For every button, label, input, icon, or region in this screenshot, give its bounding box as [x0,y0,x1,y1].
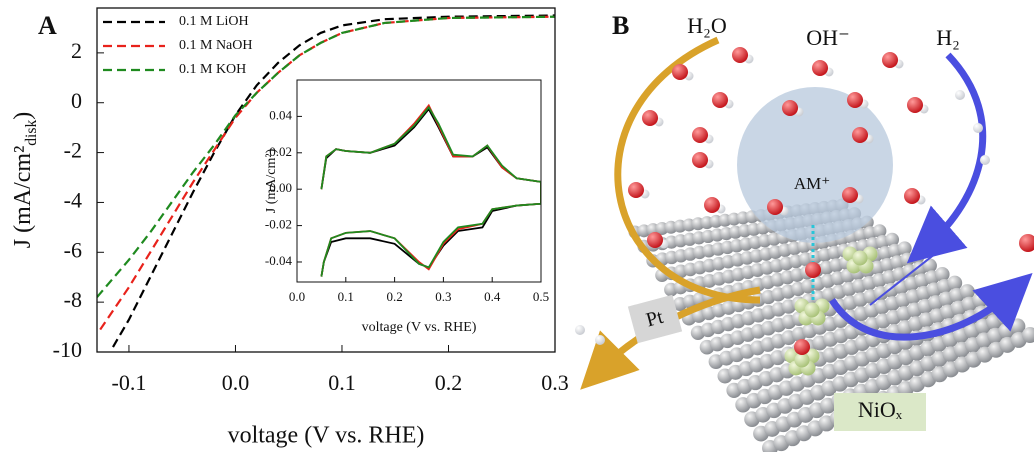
x-tick-label: 0.4 [484,289,501,304]
hydrogen [575,325,585,335]
metal-atom [959,284,975,300]
x-tick-label: 0.1 [338,289,354,304]
x-tick-label: 0.5 [533,289,549,304]
label-box [834,393,926,431]
x-axis-label: voltage (V vs. RHE) [228,423,425,449]
arrow [869,249,941,306]
plot-frame [296,79,542,283]
diagram: B Pt NiOₓ H₂O OH⁻ H₂ AM⁺ [575,11,1034,452]
oxygen [812,60,828,76]
pt-label: Pt [644,306,666,332]
arrow [906,52,987,264]
oxygen [712,92,728,108]
oxygen [904,188,920,204]
nio-atom [804,302,820,318]
oxygen [852,127,868,143]
oxygen [842,187,858,203]
y-axis-label-part: J (mA/cm² [10,146,36,249]
cation-sphere [737,87,893,243]
y-tick-label: 0.02 [269,144,292,159]
oxygen [782,100,798,116]
x-tick-label: 0.3 [435,289,451,304]
oxygen [767,199,783,215]
x-tick-label: 0.0 [222,370,250,395]
x-tick-label: 0.2 [386,289,402,304]
metal-atom [947,275,963,291]
metal-atom [872,224,887,238]
legend-label: 0.1 M KOH [179,62,246,77]
nio-atom [794,352,810,368]
x-tick-label: -0.1 [112,370,147,395]
chart: 0.0 0.1 0.2 0.3 0.4 0.5 0.04 0.02 0.00 -0.02 -0.04… [264,79,549,335]
h2o-label: H₂O [687,13,726,38]
oxygen [628,182,644,198]
inset-background [297,80,541,282]
oxygen [794,339,810,355]
legend-label: 0.1 M NaOH [179,38,253,53]
label-box [627,294,683,344]
oxygen [647,232,663,248]
oxygen [882,52,898,68]
y-tick-label: -4 [64,187,82,212]
hydrogen [980,155,990,165]
y-axis-label-part: disk [23,120,40,146]
am-label: AM⁺ [794,174,830,193]
hydrogen [955,90,965,100]
metal-atom [885,232,900,247]
series-line [112,14,555,348]
y-tick-label: -2 [64,138,82,163]
arrow [614,36,761,304]
nio-atom [852,250,868,266]
oxygen [642,110,658,126]
x-tick-label: 0.2 [435,370,463,395]
y-tick-label: 0.00 [269,180,292,195]
y-axis-label-part: J (mA/cm²) [264,148,279,213]
arrow [829,273,1033,341]
chart: -0.1 0.0 0.1 0.2 0.3 2 0 -2 -4 -6 -8 -10 voltage (V … [10,7,569,449]
legend-label: 0.1 M LiOH [179,14,249,29]
oh-label: OH⁻ [806,25,849,50]
oxygen [672,64,688,80]
oxygen [692,127,708,143]
y-tick-label: -0.02 [265,217,292,232]
oxygen [907,97,923,113]
panel-label: A [38,11,57,40]
oxygen [732,47,748,63]
y-axis-label: J (mA/cm²disk) [10,112,41,249]
x-tick-label: 0.1 [328,370,356,395]
x-axis-label: voltage (V vs. RHE) [362,320,477,335]
y-tick-label: -6 [64,237,82,262]
molecules [575,47,1034,376]
series-line [320,107,541,277]
y-axis-label: J (mA/cm²) [264,148,279,213]
h2-label: H₂ [936,25,960,50]
panel-label: B [612,11,629,40]
oxygen [805,262,821,278]
oxygen [704,197,720,213]
y-tick-label: 0 [71,88,82,113]
y-tick-label: -8 [64,287,82,312]
y-tick-label: 2 [71,38,82,63]
series-line [320,105,541,277]
x-tick-label: 0.0 [289,289,305,304]
oxygen [692,152,708,168]
y-tick-label: -0.04 [265,253,293,268]
y-tick-label: 0.04 [269,107,292,122]
y-tick-label: -10 [53,337,82,362]
hydrogen [595,335,605,345]
x-tick-label: 0.3 [541,370,569,395]
oxygen [847,92,863,108]
oxygen [1019,234,1034,252]
hydrogen [973,123,983,133]
plot-frame [96,7,556,353]
niox-label: NiOₓ [858,397,903,422]
series-line [97,15,555,298]
metal-atom [934,267,950,282]
y-axis-label-part: ) [10,112,36,120]
